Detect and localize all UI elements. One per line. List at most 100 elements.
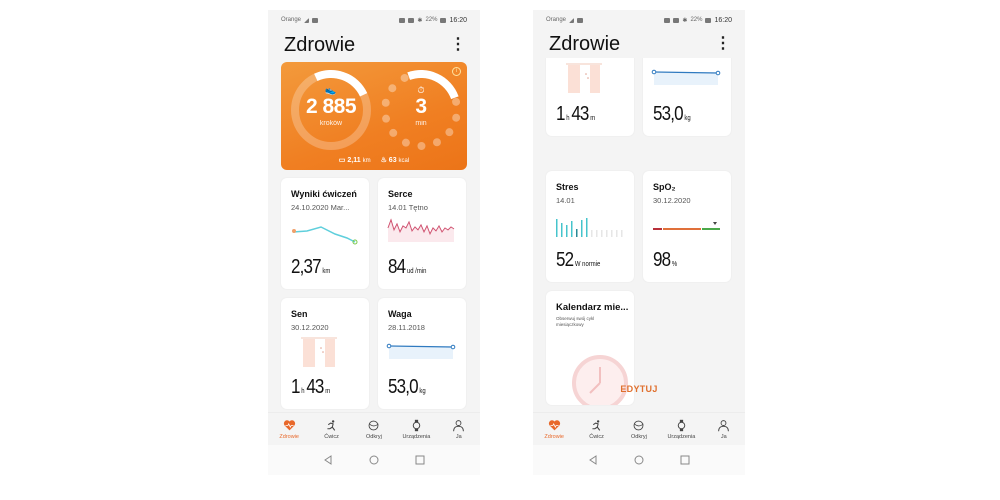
status-bar: Orange ✱ 22% 16:20	[268, 10, 480, 30]
alarm-icon	[408, 17, 415, 23]
flame-icon: ♨	[380, 157, 387, 164]
weight-chart	[651, 69, 721, 85]
card-value: 52 W normie	[556, 249, 601, 271]
bluetooth-icon: ✱	[417, 17, 423, 24]
nav-cwicz[interactable]: Ćwicz	[577, 419, 617, 440]
heart-icon	[548, 419, 560, 430]
app-bar: Zdrowie ⋮	[533, 30, 745, 58]
clock-calendar-icon	[572, 355, 628, 405]
home-icon[interactable]	[634, 455, 644, 465]
card-title: Serce	[388, 189, 413, 199]
phone-screen-main: Orange ✱ 22% 16:20 Zdrowie ⋮ i 👟 2 885 k…	[268, 10, 480, 475]
card-sleep[interactable]: Sen 30.12.2020 1 h43 m	[281, 298, 369, 409]
minutes-unit: min	[415, 120, 427, 127]
card-workout[interactable]: Wyniki ćwiczeń 24.10.2020 Mar... 2,37 km	[281, 178, 369, 289]
activity-card[interactable]: i 👟 2 885 kroków ⏱ 3 min ▭ 2,11 km ♨ 63 …	[279, 62, 475, 170]
signal-icon	[304, 17, 310, 23]
home-icon[interactable]	[369, 455, 379, 465]
nav-ja[interactable]: Ja	[439, 419, 479, 440]
nav-urzadzenia[interactable]: Urządzenia	[661, 419, 701, 440]
card-value: 2,37 km	[291, 256, 331, 278]
calories-value: 63	[388, 157, 397, 164]
card-subtitle: Obserwuj swój cykl miesiączkowy	[556, 316, 595, 327]
carrier-label: Orange	[281, 17, 302, 23]
bottom-nav: Zdrowie Ćwicz Odkryj Urządzenia Ja	[268, 412, 480, 445]
distance-value: 2,11	[347, 157, 361, 164]
alarm-icon	[673, 17, 680, 23]
card-title: Wyniki ćwiczeń	[291, 189, 357, 199]
card-title: Waga	[388, 309, 412, 319]
card-subtitle: 14.01	[556, 196, 575, 205]
card-weight[interactable]: Waga 28.11.2018 53,0 kg	[378, 298, 466, 409]
card-subtitle: 28.11.2018	[388, 323, 425, 332]
carrier-label: Orange	[546, 17, 567, 23]
back-icon[interactable]	[588, 455, 598, 465]
steps-unit: kroków	[319, 120, 343, 127]
discover-icon	[634, 420, 645, 430]
card-subtitle: 30.12.2020	[653, 196, 691, 205]
card-value: 53,0 kg	[653, 103, 691, 125]
minutes-ring: ⏱ 3 min	[367, 62, 475, 164]
recents-icon[interactable]	[680, 455, 690, 465]
page-title: Zdrowie	[284, 33, 356, 56]
stress-bar-chart	[556, 218, 623, 237]
nav-urzadzenia[interactable]: Urządzenia	[396, 419, 436, 440]
bottom-nav: Zdrowie Ćwicz Odkryj Urządzenia Ja	[533, 412, 745, 445]
more-vert-icon[interactable]: ⋮	[450, 36, 466, 53]
steps-ring: 👟 2 885 kroków	[279, 62, 383, 162]
activity-summary: ▭ 2,11 km ♨ 63 kcal	[338, 157, 410, 164]
card-heart[interactable]: Serce 14.01 Tętno 84 ud /min	[378, 178, 466, 289]
battery-icon	[705, 17, 712, 23]
card-title: Stres	[556, 182, 579, 192]
minutes-value: 3	[415, 95, 427, 118]
heart-rate-chart	[387, 218, 455, 242]
nav-ja[interactable]: Ja	[704, 419, 744, 440]
nav-cwicz[interactable]: Ćwicz	[312, 419, 352, 440]
card-spo2[interactable]: SpO₂ 30.12.2020 98%	[643, 171, 731, 282]
back-icon[interactable]	[323, 455, 333, 465]
card-title: SpO₂	[653, 182, 676, 192]
person-icon	[718, 419, 730, 431]
card-subtitle: 24.10.2020 Mar...	[291, 203, 350, 212]
steps-value: 2 885	[305, 95, 357, 118]
card-subtitle: 14.01 Tętno	[388, 203, 428, 212]
spo2-scale	[653, 222, 720, 230]
stopwatch-icon: ⏱	[417, 85, 425, 95]
page-title: Zdrowie	[549, 32, 621, 55]
clock: 16:20	[449, 16, 467, 24]
discover-icon	[369, 420, 380, 430]
card-value: 84 ud /min	[388, 256, 427, 278]
clock: 16:20	[714, 16, 732, 24]
nav-zdrowie[interactable]: Zdrowie	[534, 419, 574, 440]
card-value: 53,0 kg	[388, 376, 426, 398]
nav-odkryj[interactable]: Odkryj	[354, 419, 394, 440]
watch-icon	[412, 419, 421, 431]
dashboard: i 👟 2 885 kroków ⏱ 3 min ▭ 2,11 km ♨ 63 …	[268, 62, 480, 417]
system-nav-bar	[268, 445, 480, 475]
weight-chart	[386, 343, 456, 359]
nfc-icon	[664, 17, 671, 23]
app-bar: Zdrowie ⋮	[268, 32, 480, 58]
person-icon	[453, 419, 465, 431]
distance-icon: ▭	[338, 157, 346, 164]
curtain-icon	[301, 337, 337, 367]
battery-icon	[440, 17, 447, 23]
card-stress[interactable]: Stres 14.01 52 W normie	[546, 171, 634, 282]
info-icon[interactable]: i	[452, 67, 461, 76]
more-vert-icon[interactable]: ⋮	[715, 35, 731, 52]
recents-icon[interactable]	[415, 455, 425, 465]
running-icon	[592, 419, 601, 431]
edit-button[interactable]: EDYTUJ	[620, 384, 658, 394]
nav-zdrowie[interactable]: Zdrowie	[269, 419, 309, 440]
running-icon	[327, 419, 336, 431]
nav-odkryj[interactable]: Odkryj	[619, 419, 659, 440]
bluetooth-icon: ✱	[682, 17, 688, 24]
heart-icon	[283, 419, 295, 430]
battery-percent: 22%	[425, 17, 438, 23]
card-subtitle: 30.12.2020	[291, 323, 329, 332]
card-value: 98%	[653, 249, 678, 271]
card-menstrual-calendar[interactable]: Kalendarz mie... Obserwuj swój cykl mies…	[546, 291, 634, 405]
status-bar: Orange ✱ 22% 16:20	[533, 10, 745, 30]
